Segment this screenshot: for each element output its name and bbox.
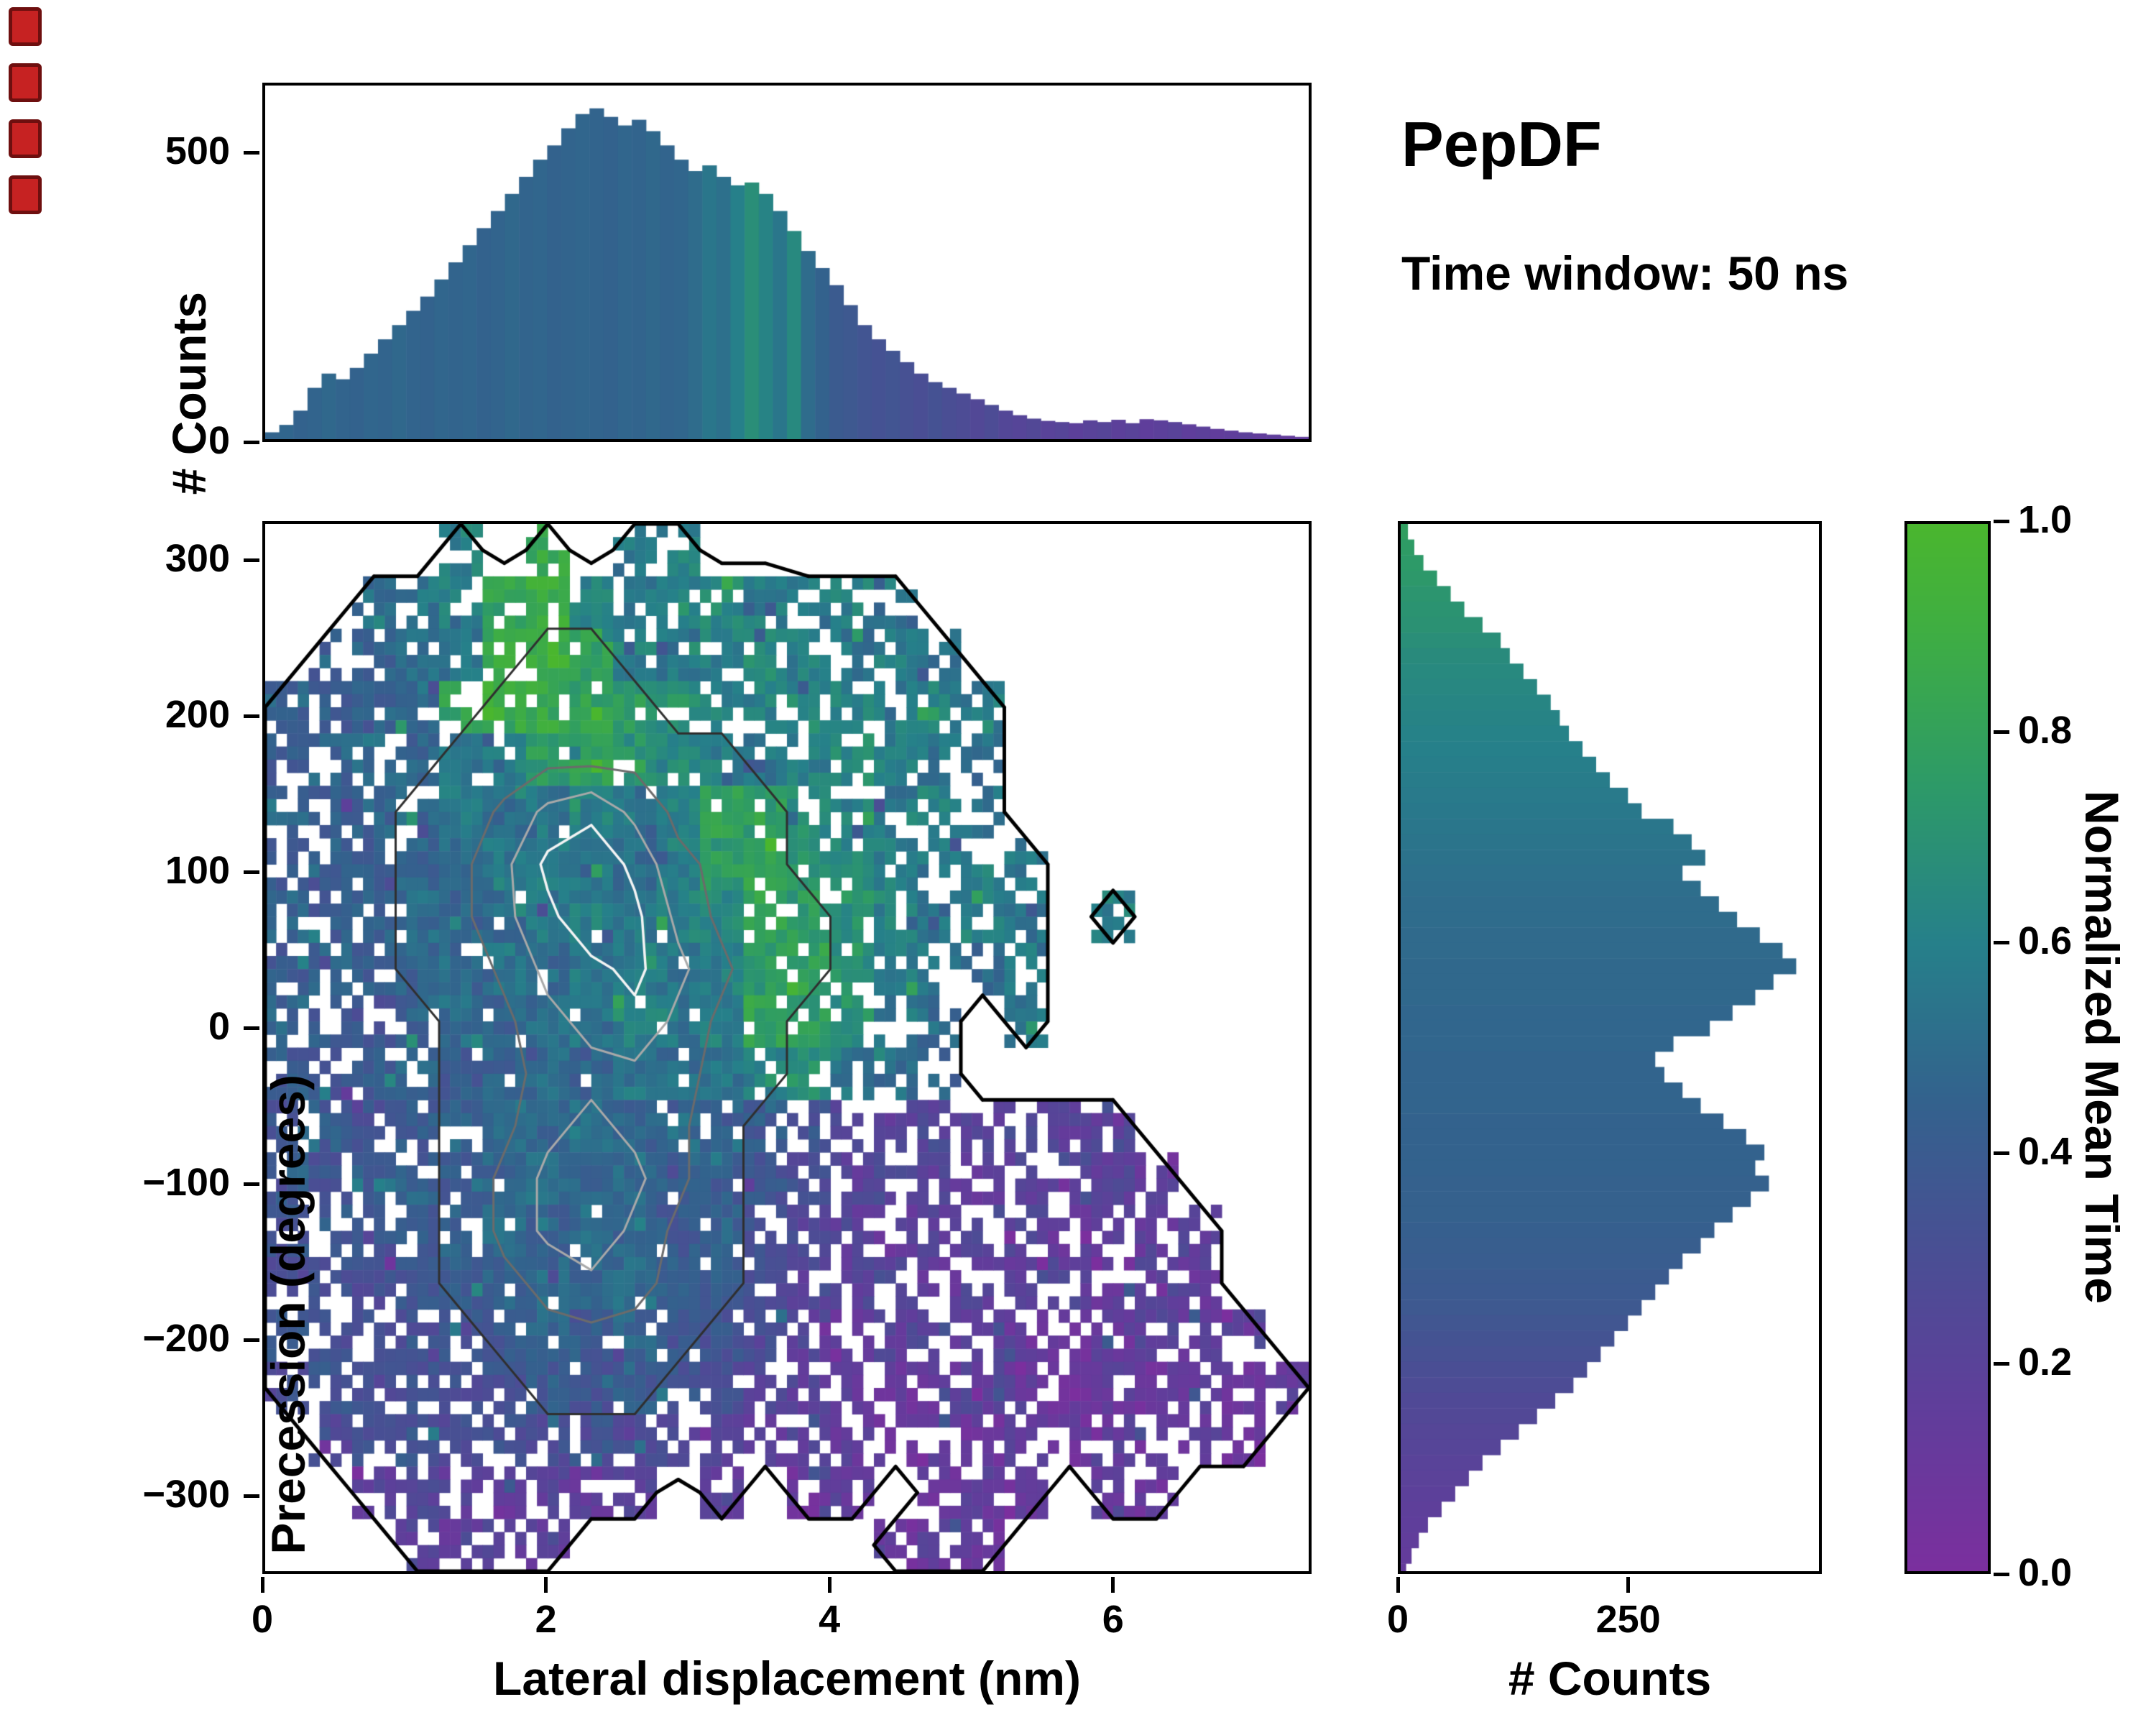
plot-subtitle: Time window: 50 ns [1401, 247, 1849, 300]
main-y-tick-label: −300 [142, 1473, 230, 1517]
colorbar-tick-label: 0.6 [2018, 919, 2073, 962]
right-histogram-canvas [1401, 524, 1819, 1571]
main-y-tick-mark [244, 870, 259, 875]
main-y-tick-label: 200 [165, 693, 230, 737]
righthist-x-tick-label: 0 [1386, 1598, 1409, 1641]
colorbar-tick-label: 0.4 [2018, 1130, 2073, 1173]
righthist-xlabel: # Counts [1508, 1652, 1712, 1705]
main-y-tick-label: −200 [142, 1317, 230, 1361]
main-y-tick-label: −100 [142, 1161, 230, 1205]
tophist-y-tick-label: 0 [208, 419, 230, 462]
red-mark-icon [9, 175, 42, 214]
colorbar-tick-label: 0.8 [2018, 709, 2073, 752]
tophist-y-tick-label: 500 [165, 129, 230, 172]
red-mark-icon [9, 63, 42, 102]
main-x-tick-label: 4 [819, 1598, 841, 1641]
main-y-tick-mark [244, 714, 259, 719]
top-histogram-canvas [265, 86, 1309, 439]
righthist-x-tick-mark [1396, 1577, 1400, 1593]
main-xlabel: Lateral displacement (nm) [493, 1652, 1081, 1705]
plot-title: PepDF [1401, 109, 1602, 180]
colorbar-canvas [1907, 524, 1988, 1571]
main-y-tick-label: 300 [165, 537, 230, 581]
colorbar-tick-mark [1994, 1573, 2009, 1576]
main-y-tick-mark [244, 558, 259, 563]
main-x-tick-label: 0 [251, 1598, 274, 1641]
colorbar-tick-label: 1.0 [2018, 498, 2073, 541]
colorbar-tick-mark [1994, 1151, 2009, 1155]
red-mark-icon [9, 119, 42, 158]
main-y-tick-mark [244, 1338, 259, 1343]
main-y-tick-label: 100 [165, 849, 230, 893]
main-x-tick-label: 6 [1102, 1598, 1124, 1641]
colorbar-tick-label: 0.2 [2018, 1340, 2073, 1384]
colorbar-tick-mark [1994, 520, 2009, 523]
colorbar [1904, 521, 1991, 1574]
top-histogram-panel [262, 83, 1312, 442]
main-x-tick-label: 2 [535, 1598, 557, 1641]
right-histogram-panel [1398, 521, 1822, 1574]
main-x-tick-mark [544, 1577, 548, 1593]
colorbar-tick-mark [1994, 730, 2009, 734]
heatmap-canvas [265, 524, 1309, 1571]
colorbar-tick-label: 0.0 [2018, 1551, 2073, 1594]
main-y-tick-mark [244, 1026, 259, 1031]
main-y-tick-mark [244, 1182, 259, 1187]
main-ylabel: Precession (degrees) [261, 1075, 315, 1555]
tophist-y-tick-mark [244, 150, 259, 155]
righthist-x-tick-mark [1626, 1577, 1631, 1593]
main-x-tick-mark [260, 1577, 264, 1593]
heatmap-panel [262, 521, 1312, 1574]
main-x-tick-mark [1111, 1577, 1115, 1593]
colorbar-label: Normalized Mean Time [2076, 791, 2129, 1304]
tophist-y-tick-mark [244, 441, 259, 444]
righthist-x-tick-label: 250 [1595, 1598, 1661, 1641]
red-mark-icon [9, 7, 42, 46]
main-y-tick-label: 0 [208, 1005, 230, 1049]
main-y-tick-mark [244, 1494, 259, 1499]
main-x-tick-mark [827, 1577, 831, 1593]
tophist-ylabel: # Counts [162, 292, 216, 495]
colorbar-tick-mark [1994, 1362, 2009, 1366]
colorbar-tick-mark [1994, 941, 2009, 944]
